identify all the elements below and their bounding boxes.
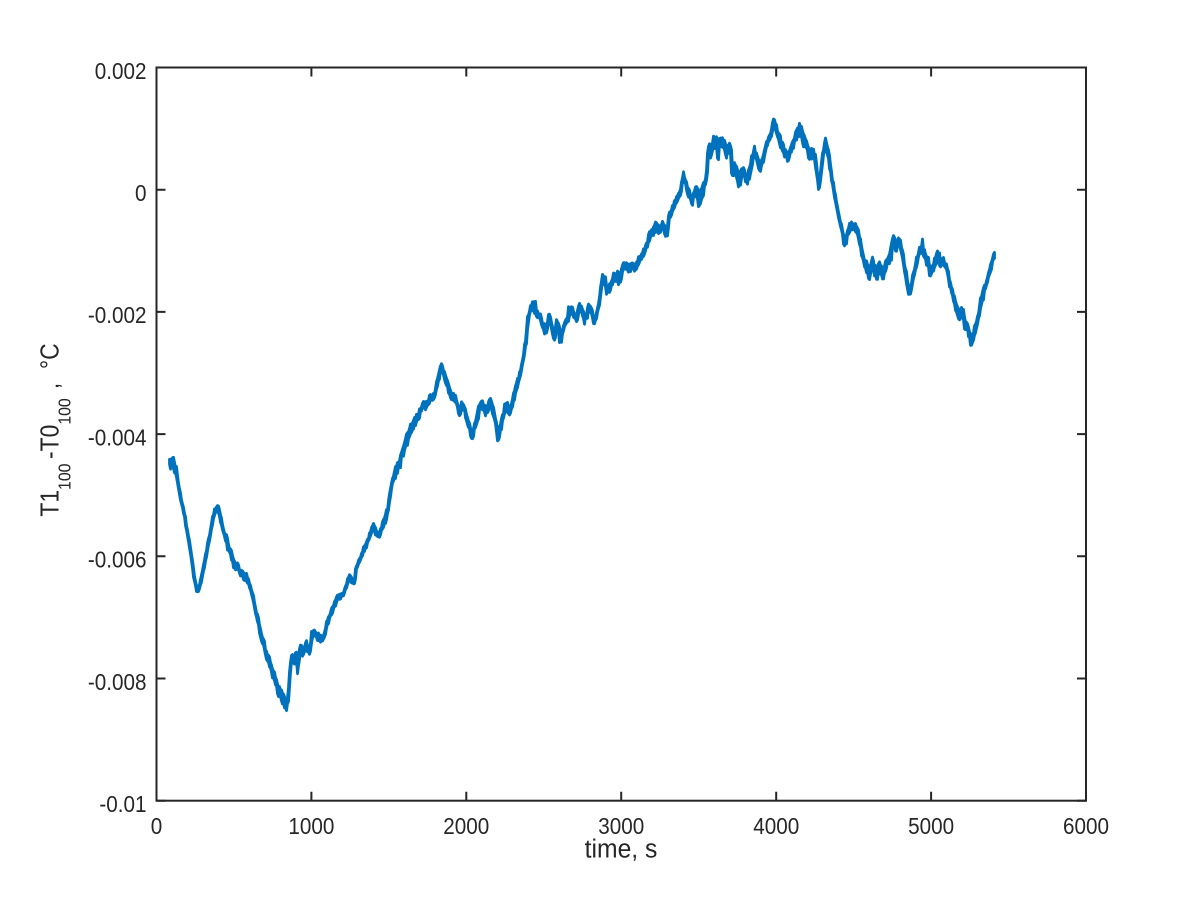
svg-text:-0.008: -0.008	[88, 669, 147, 696]
svg-text:6000: 6000	[1063, 813, 1109, 840]
svg-text:-0.002: -0.002	[88, 302, 147, 329]
svg-text:-0.01: -0.01	[99, 791, 146, 818]
svg-text:2000: 2000	[443, 813, 489, 840]
svg-text:4000: 4000	[753, 813, 799, 840]
svg-text:0.002: 0.002	[95, 58, 147, 85]
svg-text:3000: 3000	[598, 813, 644, 840]
svg-text:-0.006: -0.006	[88, 546, 147, 573]
svg-text:5000: 5000	[908, 813, 954, 840]
svg-text:0: 0	[151, 813, 163, 840]
svg-text:1000: 1000	[288, 813, 334, 840]
svg-text:time, s: time, s	[585, 835, 658, 864]
svg-text:-0.004: -0.004	[88, 424, 147, 451]
svg-text:0: 0	[135, 180, 147, 207]
